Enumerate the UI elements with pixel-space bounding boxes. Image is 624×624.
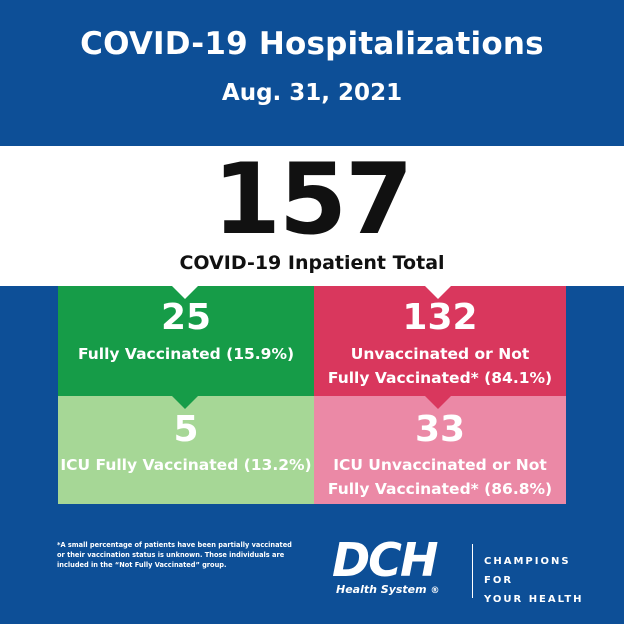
tile-label-line: Fully Vaccinated* (86.8%) xyxy=(327,480,553,498)
tile-value: 33 xyxy=(414,409,466,450)
dch-logo: DCH Health System ® xyxy=(332,537,464,597)
logo-subtext-label: Health System xyxy=(336,583,427,596)
footnote-line: or their vaccination status is unknown. … xyxy=(57,551,285,559)
tile-icu-fully-vaccinated: 5 ICU Fully Vaccinated (13.2%) xyxy=(58,396,314,504)
tile-label-line: ICU Fully Vaccinated (13.2%) xyxy=(60,456,312,474)
tile-unvaccinated: 132 Unvaccinated or Not Fully Vaccinated… xyxy=(314,286,566,396)
logo-subtext: Health System ® xyxy=(336,583,468,596)
tile-fully-vaccinated: 25 Fully Vaccinated (15.9%) xyxy=(58,286,314,396)
inpatient-total-value: 157 xyxy=(212,143,414,257)
tile-label-line: Fully Vaccinated* (84.1%) xyxy=(327,369,553,387)
footnote-line: included in the “Not Fully Vaccinated” g… xyxy=(57,561,227,569)
tile-value: 132 xyxy=(402,297,478,338)
footnote: *A small percentage of patients have bee… xyxy=(57,540,319,570)
page-title: COVID-19 Hospitalizations xyxy=(80,26,544,62)
tagline: CHAMPIONS FOR YOUR HEALTH xyxy=(484,552,604,609)
tile-value: 5 xyxy=(173,409,199,450)
logo-divider xyxy=(472,544,473,598)
tagline-line: YOUR HEALTH xyxy=(484,594,584,605)
band-pointer-left xyxy=(172,286,198,299)
tile-label-line: ICU Unvaccinated or Not xyxy=(333,456,547,474)
inpatient-total-label: COVID-19 Inpatient Total xyxy=(179,252,445,274)
logo-wordmark: DCH xyxy=(332,533,438,587)
tile-label-line: Fully Vaccinated (15.9%) xyxy=(77,345,295,363)
band-pointer-right xyxy=(425,286,451,299)
tile-icu-unvaccinated: 33 ICU Unvaccinated or Not Fully Vaccina… xyxy=(314,396,566,504)
report-date: Aug. 31, 2021 xyxy=(221,80,403,106)
registered-mark: ® xyxy=(430,586,440,596)
tile-pointer-green xyxy=(172,396,198,409)
total-band: 157 COVID-19 Inpatient Total xyxy=(0,146,624,286)
tile-label-line: Unvaccinated or Not xyxy=(350,345,530,363)
tile-value: 25 xyxy=(160,297,212,338)
tagline-line: CHAMPIONS FOR xyxy=(484,556,571,586)
tile-pointer-red xyxy=(425,396,451,409)
footnote-line: *A small percentage of patients have bee… xyxy=(57,541,292,549)
